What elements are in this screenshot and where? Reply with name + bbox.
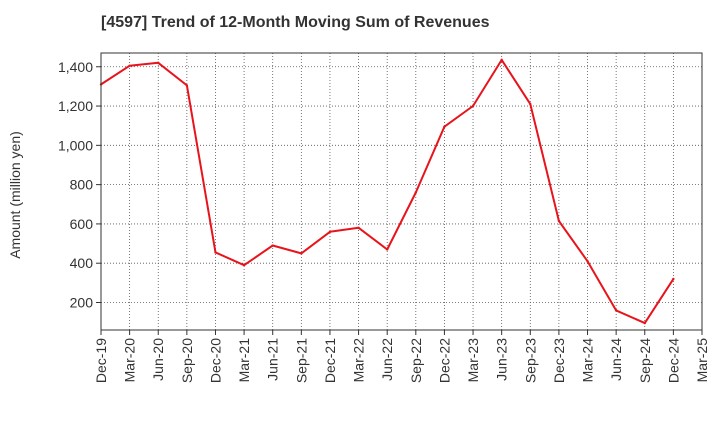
x-tick-label: Jun-20 — [150, 338, 166, 381]
y-tick-label: 200 — [70, 294, 94, 310]
x-tick-label: Jun-24 — [608, 338, 624, 381]
x-tick-label: Sep-24 — [637, 338, 653, 383]
series-layer — [99, 58, 675, 325]
y-tick-label: 600 — [70, 216, 94, 232]
x-tick-label: Mar-23 — [465, 338, 481, 383]
data-point — [214, 251, 217, 254]
y-tick-label: 1,000 — [58, 137, 93, 153]
x-tick-label: Mar-24 — [580, 338, 596, 383]
plot-frame — [100, 52, 703, 331]
data-point — [242, 263, 246, 267]
x-tick-label: Dec-23 — [551, 338, 567, 383]
data-point — [271, 244, 274, 247]
x-tick-label: Dec-19 — [93, 338, 109, 383]
y-tick-label: 400 — [70, 255, 94, 271]
y-tick-label: 800 — [70, 177, 94, 193]
data-point — [471, 104, 475, 108]
data-point — [443, 125, 446, 128]
x-tick-label: Dec-20 — [207, 338, 223, 383]
y-axis-ticks: 200 400 600 800 1,000 1,200 1,400 — [58, 59, 101, 310]
x-tick-label: Dec-22 — [436, 338, 452, 383]
x-tick-label: Sep-20 — [179, 338, 195, 383]
chart-title: [4597] Trend of 12-Month Moving Sum of R… — [101, 14, 490, 31]
data-point — [557, 219, 561, 223]
data-point — [328, 230, 332, 233]
x-tick-label: Dec-21 — [322, 338, 338, 383]
data-point — [643, 321, 646, 325]
data-point — [128, 64, 131, 67]
x-tick-label: Jun-21 — [265, 338, 281, 381]
x-tick-label: Dec-24 — [665, 338, 681, 383]
x-tick-label: Sep-22 — [408, 338, 424, 383]
data-point — [185, 84, 189, 87]
x-tick-label: Mar-20 — [122, 338, 138, 383]
data-point — [385, 248, 389, 251]
data-point — [300, 252, 303, 255]
data-point — [357, 226, 360, 230]
x-tick-label: Mar-25 — [694, 338, 710, 383]
x-tick-label: Mar-21 — [236, 338, 252, 383]
x-tick-label: Mar-22 — [351, 338, 367, 383]
x-axis-ticks: Dec-19 Mar-20 Jun-20 Sep-20 Dec-20 Mar-21 Jun-… — [93, 330, 710, 383]
data-point — [586, 260, 589, 263]
data-point — [500, 58, 503, 62]
x-tick-label: Sep-23 — [522, 338, 538, 383]
data-point — [614, 309, 618, 312]
x-tick-label: Sep-21 — [293, 338, 309, 383]
data-point — [672, 277, 675, 281]
x-tick-label: Jun-22 — [379, 338, 395, 381]
x-tick-label: Jun-23 — [494, 338, 510, 381]
data-point — [414, 191, 418, 194]
data-point — [157, 61, 160, 65]
y-tick-label: 1,400 — [58, 59, 93, 75]
y-tick-label: 1,200 — [58, 98, 93, 114]
data-point — [529, 102, 532, 106]
grid — [101, 53, 702, 330]
